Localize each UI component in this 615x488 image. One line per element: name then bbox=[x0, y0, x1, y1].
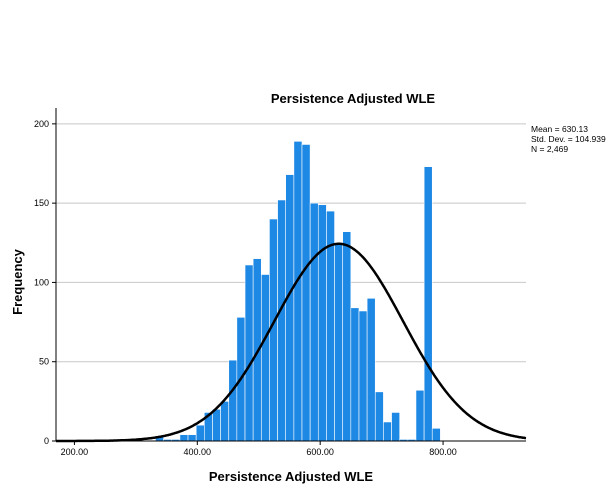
x-tick-label-200.00: 200.00 bbox=[61, 447, 89, 457]
histogram-bar bbox=[228, 359, 238, 442]
histogram-bars bbox=[155, 141, 441, 442]
histogram-bar bbox=[423, 166, 433, 442]
normal-curve bbox=[56, 242, 527, 443]
histogram-bar bbox=[195, 424, 205, 442]
x-tick-label-800.00: 800.00 bbox=[429, 447, 457, 457]
histogram-bar bbox=[383, 421, 392, 442]
histogram-bar bbox=[415, 389, 425, 442]
stats-legend: Mean = 630.13 Std. Dev. = 104.939 N = 2,… bbox=[531, 124, 606, 154]
histogram-bar bbox=[366, 297, 376, 442]
y-axis-ticks: 0 50 100 150 200 bbox=[34, 119, 56, 446]
histogram-bar bbox=[187, 434, 197, 442]
histogram-bar bbox=[391, 412, 400, 442]
x-tick-label-600.00: 600.00 bbox=[306, 447, 334, 457]
y-axis-label: Frequency bbox=[10, 248, 25, 315]
histogram-bar bbox=[431, 428, 441, 442]
x-axis-label: Persistence Adjusted WLE bbox=[209, 469, 374, 484]
histogram-bar bbox=[220, 401, 230, 442]
histogram-bar bbox=[342, 231, 352, 442]
histogram-bar bbox=[212, 408, 221, 442]
histogram-bar bbox=[285, 174, 295, 442]
stats-mean: Mean = 630.13 bbox=[531, 124, 588, 134]
stats-std-dev: Std. Dev. = 104.939 bbox=[531, 134, 606, 144]
histogram-bar bbox=[374, 391, 384, 442]
histogram-bar bbox=[261, 274, 270, 442]
y-tick-label-100: 100 bbox=[34, 277, 49, 287]
histogram-bar bbox=[293, 141, 303, 442]
histogram-bar bbox=[317, 204, 327, 442]
histogram-bar bbox=[350, 307, 360, 442]
histogram-bar bbox=[334, 244, 343, 442]
x-axis-ticks: 200.00 400.00 600.00 800.00 bbox=[61, 441, 457, 457]
stats-n: N = 2,469 bbox=[531, 144, 568, 154]
histogram-bar bbox=[309, 202, 319, 442]
histogram-bar bbox=[277, 199, 287, 442]
histogram-bar bbox=[244, 264, 254, 442]
y-tick-label-0: 0 bbox=[44, 436, 49, 446]
chart-title: Persistence Adjusted WLE bbox=[271, 91, 436, 106]
histogram-bar bbox=[179, 434, 189, 442]
histogram-bar bbox=[301, 144, 311, 442]
x-tick-label-400.00: 400.00 bbox=[184, 447, 212, 457]
histogram-bar bbox=[358, 310, 368, 442]
y-tick-label-200: 200 bbox=[34, 119, 49, 129]
y-tick-label-50: 50 bbox=[39, 357, 49, 367]
y-tick-label-150: 150 bbox=[34, 198, 49, 208]
